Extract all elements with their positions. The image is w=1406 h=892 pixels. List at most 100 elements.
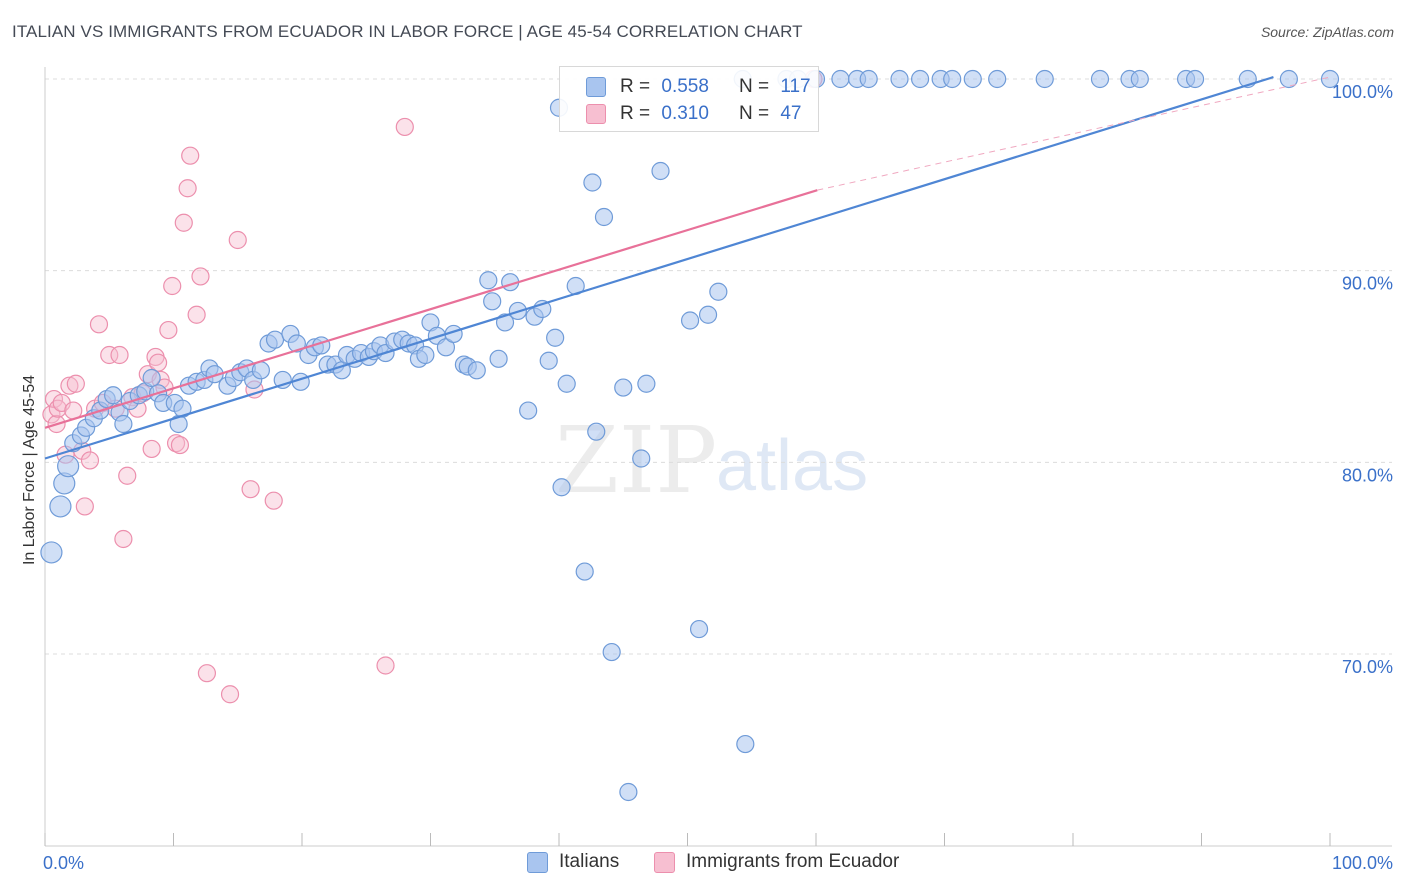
y-tick-label: 100.0%	[1332, 82, 1393, 102]
source-credit: Source: ZipAtlas.com	[1260, 24, 1394, 40]
legend-row-italians: R = 0.558 N = 117	[560, 72, 811, 102]
data-point	[552, 478, 571, 497]
data-point	[859, 69, 878, 89]
data-point	[698, 305, 718, 324]
data-point	[963, 69, 982, 89]
trend-line	[44, 76, 1274, 460]
data-point	[602, 642, 621, 662]
data-point	[519, 401, 538, 420]
data-point	[1320, 69, 1340, 89]
data-point	[943, 69, 962, 89]
data-point	[632, 449, 651, 468]
legend-swatch-italians	[527, 851, 548, 873]
data-point	[181, 146, 200, 165]
data-point	[988, 69, 1007, 89]
data-point	[228, 230, 247, 250]
data-point	[265, 330, 285, 349]
legend-n-label: N =	[738, 76, 770, 97]
legend-n-label: N =	[738, 103, 770, 124]
chart-title: ITALIAN VS IMMIGRANTS FROM ECUADOR IN LA…	[12, 22, 803, 41]
data-point	[614, 378, 633, 397]
data-point	[264, 491, 283, 510]
data-point	[416, 345, 435, 365]
data-point	[191, 267, 210, 286]
trend-lines	[44, 76, 1331, 460]
data-point	[736, 734, 755, 754]
data-point	[587, 422, 606, 441]
legend-r-value-ecuador: 0.310	[661, 103, 709, 124]
stats-legend: R = 0.558 N = 117 R = 0.310 N = 47	[559, 66, 819, 132]
data-point	[709, 282, 728, 301]
data-point	[539, 351, 558, 370]
data-point	[100, 345, 119, 365]
data-point	[57, 455, 80, 478]
data-point	[114, 414, 133, 434]
x-tick-label-min: 0.0%	[43, 853, 84, 873]
data-point	[163, 276, 182, 296]
trend-line-dashed	[817, 76, 1331, 191]
legend-label-italians: Italians	[559, 851, 620, 872]
data-point	[197, 664, 217, 683]
data-point	[148, 353, 168, 372]
data-point	[110, 345, 129, 365]
legend-row-ecuador: R = 0.310 N = 47	[560, 99, 801, 129]
legend-swatch-italians	[586, 77, 606, 97]
data-point	[890, 69, 909, 89]
data-point	[66, 374, 85, 393]
data-point	[174, 213, 193, 232]
data-point	[594, 207, 614, 227]
data-point	[637, 374, 656, 393]
y-axis-label: In Labor Force | Age 45-54	[21, 374, 38, 566]
legend-label-ecuador: Immigrants from Ecuador	[686, 851, 900, 872]
data-point	[187, 305, 206, 324]
legend-item-italians[interactable]: Italians	[527, 851, 619, 873]
data-point	[583, 173, 602, 192]
data-point	[395, 117, 414, 137]
data-point	[104, 386, 123, 405]
series-legend: Italians Immigrants from Ecuador	[0, 851, 1406, 877]
legend-n-value-italians: 117	[780, 76, 811, 97]
data-point	[483, 292, 502, 311]
data-point	[80, 451, 100, 470]
watermark-atlas: atlas	[716, 426, 868, 506]
axes	[44, 67, 1392, 847]
data-point	[689, 619, 709, 639]
data-point	[1130, 69, 1149, 89]
data-point	[495, 313, 515, 332]
data-point	[142, 439, 161, 459]
legend-r-label: R =	[620, 76, 651, 97]
trend-line	[44, 189, 818, 429]
legend-n-value-ecuador: 47	[780, 103, 802, 124]
data-point	[479, 271, 498, 290]
data-point	[376, 656, 395, 675]
legend-swatch-ecuador	[586, 104, 606, 124]
data-point	[60, 376, 79, 395]
data-point	[575, 562, 594, 581]
data-point	[118, 466, 137, 485]
data-point	[1185, 69, 1205, 89]
data-point	[173, 399, 192, 418]
legend-r-label: R =	[620, 103, 651, 124]
data-point	[831, 69, 850, 89]
legend-item-ecuador[interactable]: Immigrants from Ecuador	[654, 851, 899, 873]
y-tick-label: 90.0%	[1342, 274, 1393, 294]
legend-r-value-italians: 0.558	[661, 76, 709, 97]
data-point	[1279, 69, 1298, 89]
data-point	[49, 495, 72, 518]
y-tick-label: 80.0%	[1342, 465, 1393, 485]
data-point	[651, 161, 670, 181]
y-tick-label: 70.0%	[1342, 657, 1393, 677]
legend-swatch-ecuador	[654, 851, 675, 873]
data-point	[1035, 69, 1054, 89]
data-point	[910, 69, 930, 89]
data-point	[89, 315, 109, 334]
data-point	[251, 361, 270, 380]
data-point	[241, 480, 260, 499]
tick-labels: 70.0% 80.0% 90.0% 100.0% 0.0% 100.0%	[43, 82, 1393, 873]
data-point	[436, 338, 456, 357]
data-point	[40, 541, 63, 564]
data-point	[159, 320, 178, 340]
data-point	[178, 179, 197, 198]
data-point	[220, 685, 240, 704]
